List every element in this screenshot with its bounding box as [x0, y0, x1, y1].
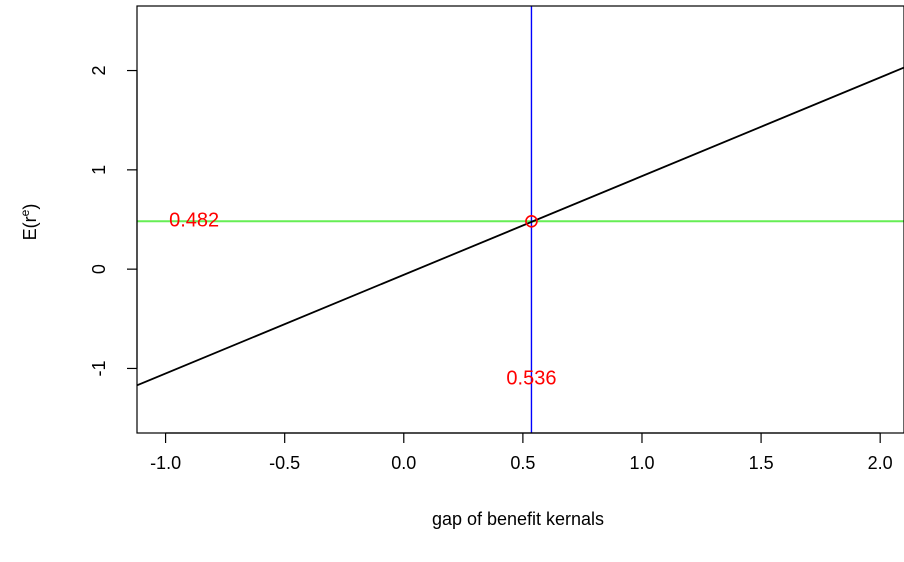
- y-tick-label: 2: [89, 66, 109, 76]
- x-tick-label: -1.0: [150, 453, 181, 473]
- y-axis-title: E(re): [18, 204, 40, 241]
- plot-layer: 0.536 0.482: [136, 6, 904, 433]
- x-tick-label: 2.0: [868, 453, 893, 473]
- x-tick-label: 0.0: [391, 453, 416, 473]
- x-axis: -1.0 -0.5 0.0 0.5 1.0 1.5 2.0: [150, 432, 893, 473]
- series-line-0: [136, 66, 904, 387]
- y-tick-label: 1: [89, 165, 109, 175]
- plot-area-border: [136, 5, 904, 434]
- y-tick-label: -1: [89, 360, 109, 376]
- x-axis-title: gap of benefit kernals: [432, 509, 604, 529]
- x-tick-label: 1.5: [749, 453, 774, 473]
- x-tick-label: 0.5: [510, 453, 535, 473]
- x-value-label: 0.536: [506, 368, 556, 390]
- y-axis-title-superscript: e: [18, 209, 32, 216]
- y-value-label: 0.482: [169, 210, 219, 232]
- y-tick-label: 0: [89, 264, 109, 274]
- x-tick-label: -0.5: [269, 453, 300, 473]
- x-tick-label: 1.0: [629, 453, 654, 473]
- y-axis: -1 0 1 2: [89, 66, 138, 376]
- y-axis-title-close: ): [20, 204, 40, 210]
- intersection-point: [525, 214, 538, 228]
- y-axis-title-base: E(r: [20, 216, 40, 240]
